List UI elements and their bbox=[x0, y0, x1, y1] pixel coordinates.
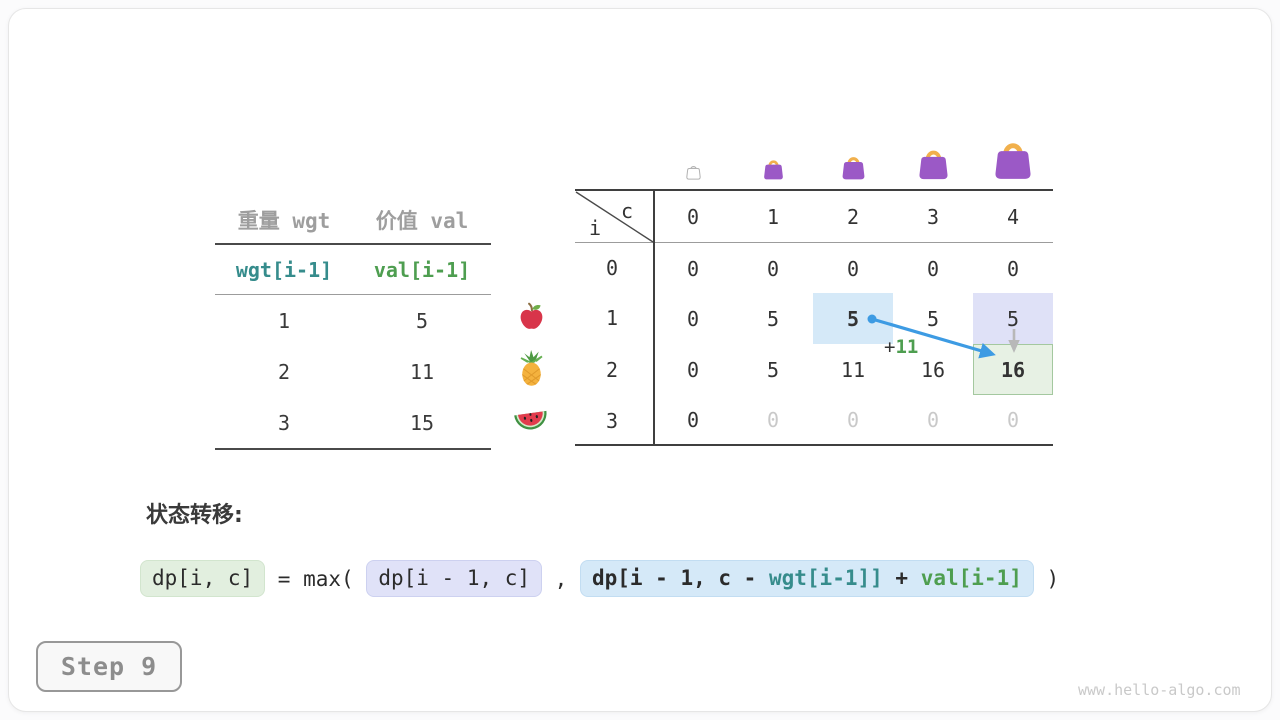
formula-option-take: dp[i - 1, c - wgt[i-1]] + val[i-1] bbox=[579, 560, 1034, 597]
option-take-wgt: wgt[i-1]] bbox=[768, 566, 883, 590]
corner-row-label: i bbox=[589, 216, 602, 240]
dp-cell-0-3: 0 bbox=[926, 256, 940, 281]
apple-icon bbox=[516, 301, 547, 336]
added-value: 11 bbox=[895, 336, 919, 358]
bag-xlarge-icon bbox=[985, 130, 1041, 180]
item3-weight: 3 bbox=[277, 410, 291, 435]
dp-table-vertical-rule bbox=[653, 189, 655, 446]
bag-medium-icon bbox=[825, 130, 881, 180]
dp-row-header-1: 1 bbox=[605, 306, 619, 330]
add-value-annotation: +11 bbox=[884, 338, 918, 357]
items-header-value: 价值 val bbox=[375, 208, 469, 233]
dp-cell-0-0: 0 bbox=[686, 256, 700, 281]
dp-col-header-4: 4 bbox=[1006, 205, 1020, 229]
item1-value: 5 bbox=[415, 308, 429, 333]
plus-sign: + bbox=[884, 336, 896, 358]
formula-comma: , bbox=[542, 566, 580, 591]
dp-cell-3-2: 0 bbox=[846, 407, 860, 432]
dp-col-header-1: 1 bbox=[766, 205, 780, 229]
bag-large-icon bbox=[905, 130, 961, 180]
dp-cell-3-4: 0 bbox=[1006, 407, 1020, 432]
dp-cell-2-4-result: 16 bbox=[973, 344, 1053, 395]
corner-col-label: c bbox=[621, 199, 634, 223]
dp-cell-3-3: 0 bbox=[926, 407, 940, 432]
option-take-plus: + bbox=[882, 566, 921, 590]
items-table: 重量 wgt 价值 val wgt[i-1] val[i-1] 1 5 2 11… bbox=[215, 196, 491, 450]
dp-col-header-3: 3 bbox=[926, 205, 940, 229]
dp-col-header-2: 2 bbox=[846, 205, 860, 229]
dp-cell-2-3: 16 bbox=[920, 357, 946, 382]
dp-table-bottom-rule bbox=[575, 444, 1053, 446]
dp-table-top-rule bbox=[575, 189, 1053, 191]
items-table-row: 3 15 bbox=[215, 397, 491, 450]
formula-close-paren: ) bbox=[1033, 566, 1060, 591]
item1-weight: 1 bbox=[277, 308, 291, 333]
dp-cell-2-2: 11 bbox=[840, 357, 866, 382]
bag-empty-icon bbox=[665, 130, 721, 180]
dp-cell-3-1: 0 bbox=[766, 407, 780, 432]
items-table-var-row: wgt[i-1] val[i-1] bbox=[215, 245, 491, 295]
dp-cell-1-1: 5 bbox=[766, 306, 780, 331]
formula-equals-max: = max( bbox=[265, 566, 367, 591]
bag-small-icon bbox=[745, 130, 801, 180]
dp-cell-1-2-highlighted: 5 bbox=[813, 293, 893, 344]
watermark: www.hello-algo.com bbox=[1078, 681, 1241, 699]
items-table-row: 1 5 bbox=[215, 295, 491, 346]
option-take-val: val[i-1] bbox=[920, 566, 1022, 590]
formula-lhs: dp[i, c] bbox=[140, 560, 266, 597]
val-var-label: val[i-1] bbox=[373, 257, 471, 282]
dp-cell-2-1: 5 bbox=[766, 357, 780, 382]
dp-cell-0-2: 0 bbox=[846, 256, 860, 281]
item3-value: 15 bbox=[409, 410, 435, 435]
state-transition-label: 状态转移: bbox=[146, 503, 243, 528]
dp-cell-1-4-highlighted: 5 bbox=[973, 293, 1053, 344]
wgt-var-label: wgt[i-1] bbox=[235, 257, 333, 282]
items-header-weight: 重量 wgt bbox=[237, 208, 331, 233]
state-transition-formula: dp[i, c] = max( dp[i - 1, c] , dp[i - 1,… bbox=[140, 560, 1059, 597]
dp-cell-3-0: 0 bbox=[686, 407, 700, 432]
dp-cell-0-4: 0 bbox=[1006, 256, 1020, 281]
dp-row-header-3: 3 bbox=[605, 409, 619, 433]
watermelon-icon bbox=[513, 406, 549, 438]
item2-weight: 2 bbox=[277, 359, 291, 384]
option-take-prefix: dp[i - 1, c - bbox=[591, 566, 769, 590]
pineapple-icon bbox=[517, 350, 546, 391]
dp-col-header-0: 0 bbox=[686, 205, 700, 229]
dp-table-header-rule bbox=[575, 242, 1053, 243]
dp-cell-1-0: 0 bbox=[686, 306, 700, 331]
formula-option-skip: dp[i - 1, c] bbox=[366, 560, 543, 597]
dp-row-header-0: 0 bbox=[605, 256, 619, 280]
items-table-header: 重量 wgt 价值 val bbox=[215, 196, 491, 245]
dp-cell-2-0: 0 bbox=[686, 357, 700, 382]
step-badge: Step 9 bbox=[36, 641, 182, 692]
dp-row-header-2: 2 bbox=[605, 358, 619, 382]
item2-value: 11 bbox=[409, 359, 435, 384]
items-table-row: 2 11 bbox=[215, 346, 491, 397]
dp-cell-0-1: 0 bbox=[766, 256, 780, 281]
